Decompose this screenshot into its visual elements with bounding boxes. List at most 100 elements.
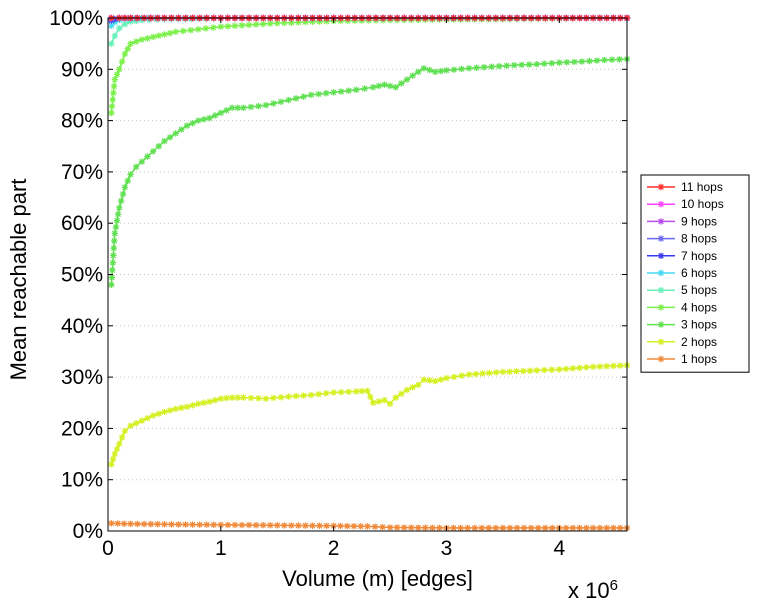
data-point (443, 374, 450, 382)
data-point (140, 520, 148, 528)
data-point (386, 400, 394, 407)
data-point (111, 76, 118, 83)
legend-label: 1 hops (681, 352, 717, 366)
data-point (309, 522, 316, 529)
data-point (403, 386, 411, 394)
data-point (436, 524, 443, 532)
data-point (437, 67, 445, 75)
data-point (195, 117, 202, 124)
data-point (586, 57, 593, 65)
data-point (422, 524, 429, 531)
data-point (217, 109, 225, 117)
data-point (109, 455, 117, 463)
data-point (119, 190, 127, 198)
data-point (295, 522, 302, 529)
legend-item: 11 hops (647, 180, 723, 194)
data-point (118, 58, 126, 65)
data-point (127, 422, 134, 430)
data-point (457, 524, 464, 532)
data-point (247, 103, 255, 111)
data-point (426, 377, 433, 384)
data-point (149, 412, 157, 419)
data-point (375, 82, 382, 90)
data-point (113, 71, 121, 78)
data-point (657, 201, 665, 208)
data-point (183, 122, 191, 129)
data-point (657, 183, 665, 191)
data-point (569, 524, 577, 532)
data-point (149, 33, 157, 41)
legend-label: 4 hops (681, 300, 717, 314)
data-point (200, 116, 208, 123)
data-point (182, 521, 189, 528)
data-point (189, 402, 196, 409)
data-point (541, 366, 548, 374)
data-point (127, 40, 134, 47)
data-point (309, 18, 316, 26)
data-point (616, 56, 623, 63)
data-point (240, 394, 247, 401)
data-point (238, 521, 246, 529)
data-point (657, 304, 665, 311)
data-point (526, 61, 533, 68)
legend-item: 10 hops (647, 197, 724, 211)
data-point (172, 405, 179, 413)
data-point (307, 91, 315, 99)
data-point (277, 394, 285, 401)
data-point (116, 440, 123, 447)
data-point (262, 102, 270, 109)
data-point (234, 104, 241, 111)
data-point (245, 21, 253, 29)
data-point (228, 104, 236, 111)
data-point (398, 80, 405, 87)
data-point (534, 524, 542, 532)
data-point (488, 63, 495, 70)
data-point (108, 22, 115, 29)
y-tick-label: 30% (61, 366, 103, 389)
data-point (110, 244, 118, 252)
data-point (556, 59, 563, 66)
legend-item: 5 hops (647, 283, 717, 297)
axis-ticks: 0% 10% 20% 30% 40% 50% 60% 70% 80% 90% 100% 0 1 2 3 4 (49, 7, 627, 560)
x-tick-label: 1 (215, 537, 227, 560)
data-point (657, 269, 665, 277)
series-line (110, 364, 628, 465)
data-point (109, 96, 116, 103)
data-point (149, 148, 157, 155)
data-point (206, 398, 213, 405)
data-point (295, 19, 302, 26)
y-tick-label: 0% (73, 520, 103, 543)
data-point (121, 50, 129, 58)
data-point (133, 38, 140, 45)
data-point (175, 521, 182, 528)
data-point (187, 26, 194, 34)
data-point (110, 83, 118, 90)
data-point (518, 61, 525, 69)
data-point (464, 524, 471, 532)
data-point (533, 367, 540, 374)
data-point (281, 19, 288, 27)
data-point (458, 372, 465, 379)
data-point (316, 522, 323, 529)
x-axis-multiplier-exponent: 6 (610, 577, 618, 594)
legend-item: 4 hops (647, 300, 717, 314)
data-point (111, 450, 118, 458)
data-point (323, 522, 330, 530)
data-point (400, 524, 408, 531)
data-point (392, 394, 399, 401)
data-point (114, 520, 121, 527)
data-point (211, 396, 219, 404)
data-point (112, 223, 120, 231)
data-point (172, 28, 179, 36)
data-point (108, 281, 115, 288)
data-point (111, 230, 118, 237)
data-point (111, 237, 118, 244)
data-point (485, 524, 492, 532)
data-point (307, 391, 315, 399)
y-tick-label: 10% (61, 469, 103, 492)
data-point (420, 376, 428, 383)
data-point (603, 524, 610, 532)
data-point (292, 95, 300, 102)
data-point (155, 410, 162, 417)
data-point (381, 81, 388, 88)
